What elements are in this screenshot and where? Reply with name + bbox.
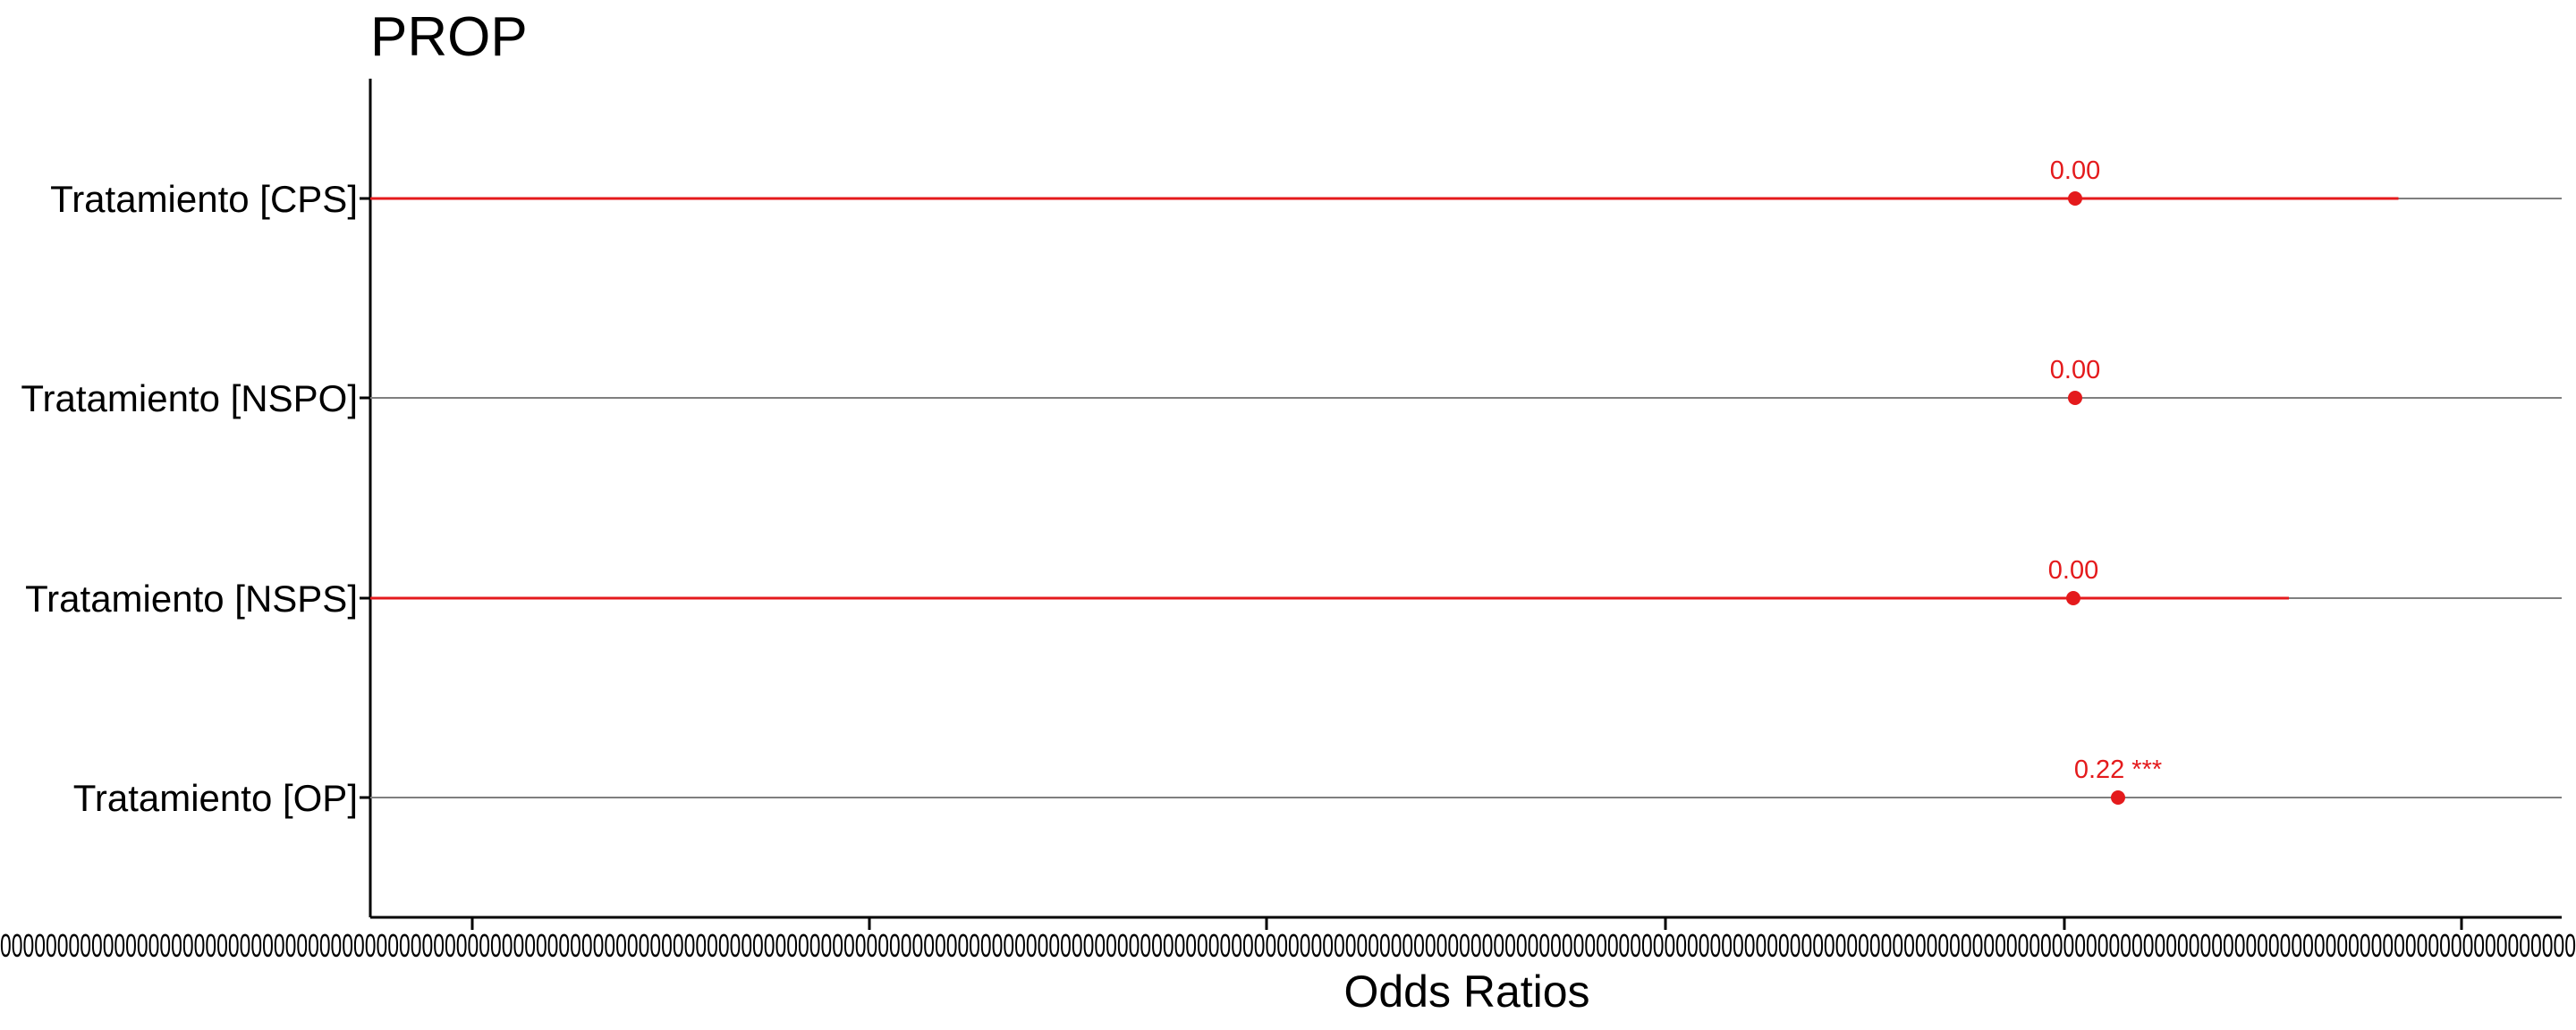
category-label: Tratamiento [CPS] [50, 178, 358, 220]
x-axis-ticks [470, 917, 2463, 930]
estimate-point [2068, 391, 2082, 405]
category-label: Tratamiento [NSPO] [21, 377, 358, 419]
value-label: 0.00 [2050, 356, 2100, 384]
category-label: Tratamiento [NSPS] [25, 578, 358, 620]
value-label: 0.22 *** [2074, 756, 2162, 784]
chart-title: PROP [370, 6, 528, 68]
estimate-point [2111, 790, 2125, 805]
x-axis-tick-labels: 0000000000000000000000000000000000000000… [0, 927, 2576, 964]
category-label: Tratamiento [OP] [73, 777, 358, 819]
plot-area: Tratamiento [CPS] 0.00 Tratamiento [NSPO] 0… [21, 79, 2562, 919]
value-label: 0.00 [2048, 556, 2098, 585]
estimate-point [2068, 191, 2082, 206]
x-axis-title: Odds Ratios [1343, 967, 1589, 1017]
value-label: 0.00 [2050, 156, 2100, 185]
estimate-point [2066, 591, 2080, 605]
